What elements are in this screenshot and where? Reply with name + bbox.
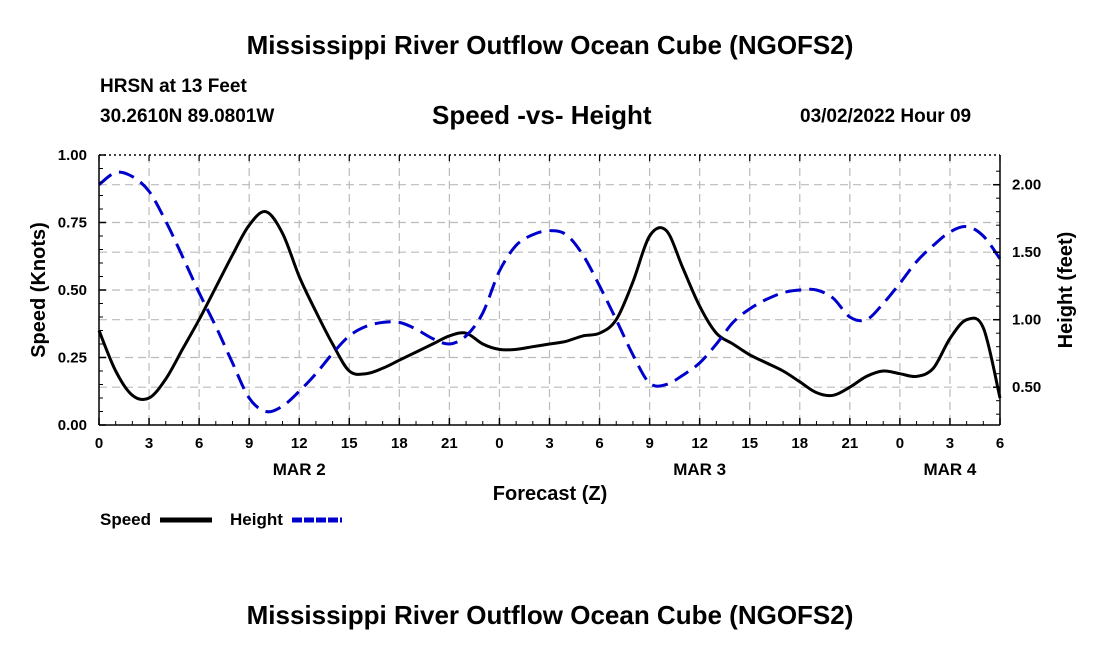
legend: Speed Height: [100, 510, 342, 529]
coordinates-label: 30.2610N 89.0801W: [100, 106, 275, 127]
x-tick-label: 3: [145, 435, 153, 452]
y-axis-title: Speed (Knots): [28, 222, 50, 358]
x-tick-label: 21: [441, 435, 458, 452]
date-label: MAR 2: [273, 460, 326, 479]
x-tick-label: 9: [245, 435, 253, 452]
date-label: MAR 3: [673, 460, 726, 479]
x-tick-label: 6: [595, 435, 603, 452]
footer-title: Mississippi River Outflow Ocean Cube (NG…: [246, 600, 854, 630]
x-tick-label: 18: [791, 435, 808, 452]
page-title: Mississippi River Outflow Ocean Cube (NG…: [246, 30, 854, 60]
y2-tick-label: 0.50: [1012, 379, 1041, 396]
forecast-datetime: 03/02/2022 Hour 09: [800, 106, 972, 127]
y2-axis-title: Height (feet): [1055, 232, 1077, 349]
grid: [99, 155, 1000, 425]
axes: [98, 154, 1001, 426]
x-tick-label: 3: [545, 435, 553, 452]
x-tick-label: 0: [495, 435, 503, 452]
x-tick-label: 12: [291, 435, 308, 452]
x-axis-title: Forecast (Z): [493, 483, 607, 505]
y-tick-label: 0.00: [58, 417, 87, 434]
y-tick-label: 0.50: [58, 282, 87, 299]
y2-tick-label: 2.00: [1012, 177, 1041, 194]
y2-tick-label: 1.00: [1012, 312, 1041, 329]
x-tick-label: 12: [691, 435, 708, 452]
y2-tick-label: 1.50: [1012, 244, 1041, 261]
x-tick-label: 6: [195, 435, 203, 452]
x-tick-label: 9: [645, 435, 653, 452]
x-tick-label: 3: [946, 435, 954, 452]
x-tick-label: 6: [996, 435, 1004, 452]
y-tick-label: 0.25: [58, 350, 87, 367]
y-tick-label: 1.00: [58, 147, 87, 164]
axis-labels: 0 3 6 9 12 15 18 21 0 3 6 9 12 15 18 21 0 3 6 0.00 0.25 0.50 0…: [58, 147, 1041, 479]
series-line-speed: [97, 210, 1002, 402]
x-tick-label: 0: [896, 435, 904, 452]
x-tick-label: 15: [341, 435, 358, 452]
station-label: HRSN at 13 Feet: [100, 76, 247, 97]
series-layer: [97, 170, 1002, 414]
x-tick-label: 15: [741, 435, 758, 452]
x-tick-label: 18: [391, 435, 408, 452]
y-tick-label: 0.75: [58, 215, 87, 232]
x-tick-label: 0: [95, 435, 103, 452]
legend-height-label: Height: [230, 510, 283, 529]
series-line-height: [98, 170, 1002, 414]
chart-subtitle: Speed -vs- Height: [432, 100, 652, 130]
legend-speed-label: Speed: [100, 510, 151, 529]
date-label: MAR 4: [923, 460, 976, 479]
x-tick-label: 21: [841, 435, 858, 452]
